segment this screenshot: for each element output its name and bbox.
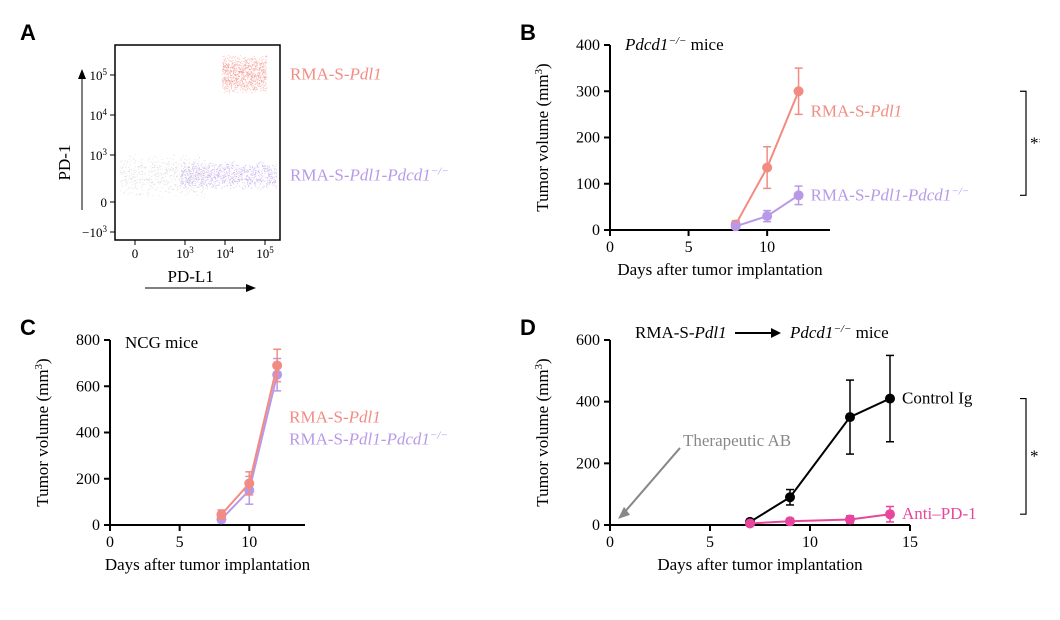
svg-text:300: 300 [576, 83, 600, 100]
panel-a-svg: Control isotypePD-1PD-L1−103010310410501… [20, 20, 480, 300]
svg-text:RMA-S-Pdl1: RMA-S-Pdl1 [811, 101, 903, 120]
figure-grid: A Control isotypePD-1PD-L1−1030103104105… [20, 20, 1040, 600]
svg-text:5: 5 [176, 534, 184, 551]
svg-text:400: 400 [576, 37, 600, 54]
svg-text:Tumor volume (mm3): Tumor volume (mm3) [33, 358, 52, 506]
panel-d-label: D [520, 315, 536, 341]
svg-text:PD-L1: PD-L1 [168, 267, 214, 286]
svg-text:100: 100 [576, 176, 600, 193]
svg-text:105: 105 [90, 67, 108, 83]
svg-text:RMA-S-Pdl1: RMA-S-Pdl1 [635, 323, 727, 342]
svg-text:200: 200 [76, 471, 100, 488]
svg-text:0: 0 [132, 246, 139, 261]
svg-text:5: 5 [685, 239, 693, 256]
svg-text:RMA-S-Pdl1: RMA-S-Pdl1 [289, 408, 381, 427]
svg-text:PD-1: PD-1 [55, 145, 74, 181]
svg-text:5: 5 [706, 534, 714, 551]
svg-text:105: 105 [256, 245, 274, 261]
svg-text:RMA-S-Pdl1: RMA-S-Pdl1 [290, 64, 382, 83]
svg-text:0: 0 [101, 195, 108, 210]
svg-text:0: 0 [606, 239, 614, 256]
svg-text:104: 104 [216, 245, 234, 261]
panel-c-svg: 0 200 400 600 800 0 5 10 Tumor volume (mm3) Days … [20, 315, 480, 595]
svg-text:400: 400 [576, 394, 600, 411]
svg-text:Days after tumor implantation: Days after tumor implantation [657, 555, 863, 574]
svg-text:10: 10 [802, 534, 818, 551]
svg-text:NCG mice: NCG mice [125, 333, 198, 352]
svg-text:600: 600 [576, 332, 600, 349]
svg-text:Tumor volume (mm3): Tumor volume (mm3) [533, 358, 552, 506]
svg-text:RMA-S-Pdl1-Pdcd1−/−: RMA-S-Pdl1-Pdcd1−/− [289, 430, 448, 449]
svg-text:RMA-S-Pdl1-Pdcd1−/−: RMA-S-Pdl1-Pdcd1−/− [811, 185, 970, 204]
svg-text:0: 0 [92, 517, 100, 534]
svg-text:*: * [1030, 446, 1039, 465]
svg-text:RMA-S-Pdl1-Pdcd1−/−: RMA-S-Pdl1-Pdcd1−/− [290, 166, 449, 185]
svg-text:0: 0 [592, 222, 600, 239]
svg-text:200: 200 [576, 455, 600, 472]
svg-text:Anti–PD-1: Anti–PD-1 [902, 504, 977, 523]
panel-c-label: C [20, 315, 36, 341]
svg-text:Therapeutic AB: Therapeutic AB [683, 431, 791, 450]
panel-a-label: A [20, 20, 36, 46]
svg-text:103: 103 [176, 245, 194, 261]
svg-text:Pdcd1−/− mice: Pdcd1−/− mice [789, 323, 889, 342]
svg-text:0: 0 [606, 534, 614, 551]
svg-text:0: 0 [592, 517, 600, 534]
svg-text:600: 600 [76, 378, 100, 395]
panel-b-label: B [520, 20, 536, 46]
svg-text:103: 103 [90, 147, 108, 163]
svg-text:Control Ig: Control Ig [902, 389, 973, 408]
svg-text:10: 10 [241, 534, 257, 551]
panel-d: D 0 200 400 600 0 5 10 15 Tumor volume (mm3) Days… [520, 315, 1060, 600]
svg-text:**: ** [1030, 133, 1040, 152]
svg-text:800: 800 [76, 332, 100, 349]
svg-text:Tumor volume (mm3): Tumor volume (mm3) [533, 63, 552, 211]
svg-text:15: 15 [902, 534, 918, 551]
panel-a: A Control isotypePD-1PD-L1−1030103104105… [20, 20, 500, 305]
svg-text:104: 104 [90, 107, 108, 123]
svg-text:Pdcd1−/− mice: Pdcd1−/− mice [624, 35, 724, 54]
panel-c: C 0 200 400 600 800 0 5 10 Tumor volume (mm3) Day… [20, 315, 500, 600]
svg-text:0: 0 [106, 534, 114, 551]
svg-text:Days after tumor implantation: Days after tumor implantation [105, 555, 311, 574]
svg-text:10: 10 [759, 239, 775, 256]
svg-text:−103: −103 [82, 224, 107, 240]
svg-text:200: 200 [576, 130, 600, 147]
svg-text:400: 400 [76, 425, 100, 442]
panel-b: B 0 100 200 300 400 0 5 10 Tumor volume (mm3) Day… [520, 20, 1060, 305]
svg-text:Days after tumor implantation: Days after tumor implantation [617, 260, 823, 279]
panel-d-svg: 0 200 400 600 0 5 10 15 Tumor volume (mm3) Days a… [520, 315, 1040, 595]
panel-b-svg: 0 100 200 300 400 0 5 10 Tumor volume (mm3) Days … [520, 20, 1040, 300]
